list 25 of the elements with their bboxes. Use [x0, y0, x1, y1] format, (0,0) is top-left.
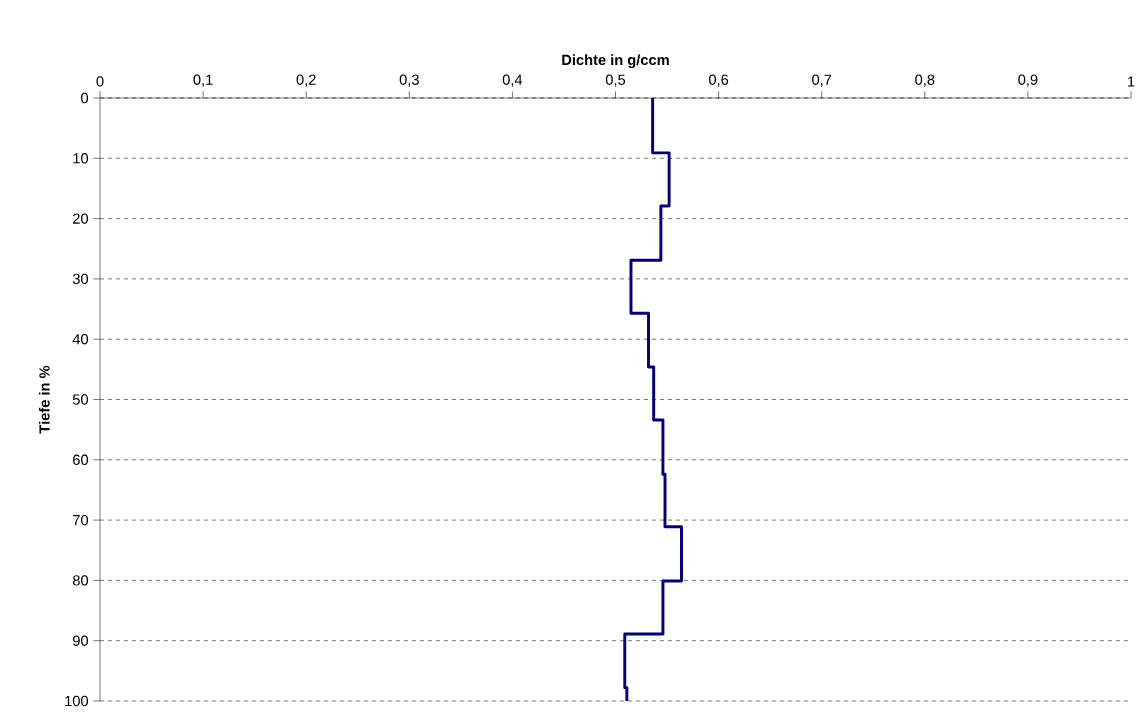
x-tick-label: 0,4: [502, 74, 523, 87]
y-tick-label: 100: [65, 695, 89, 707]
x-tick-label: 0,1: [193, 74, 213, 87]
y-tick-label: 80: [72, 575, 89, 586]
y-tick-label: 10: [73, 153, 89, 164]
x-tick-label: 0: [96, 76, 104, 87]
x-tick-label: 0,9: [1018, 74, 1038, 87]
y-tick-label: 40: [72, 334, 89, 345]
x-tick-label: 0,5: [605, 74, 626, 87]
x-tick-label: 1: [1128, 76, 1135, 87]
x-tick-label: 0,7: [812, 74, 832, 87]
y-tick-label: 50: [72, 394, 89, 405]
x-tick-label: 0,2: [296, 74, 316, 87]
y-axis-title: Tiefe in %: [38, 365, 50, 434]
y-tick-label: 20: [73, 213, 89, 224]
y-tick-label: 60: [73, 454, 89, 465]
y-tick-label: 30: [72, 273, 89, 285]
x-tick-label: 0,8: [915, 74, 935, 87]
y-tick-label: 90: [73, 635, 89, 646]
x-axis-title: Dichte in g/ccm: [562, 54, 669, 69]
x-tick-label: 0,6: [708, 74, 729, 87]
y-tick-label: 70: [73, 514, 89, 526]
line-series: [623, 96, 683, 703]
x-tick-label: 0,3: [399, 74, 419, 87]
y-tick-label: 0: [81, 92, 89, 104]
